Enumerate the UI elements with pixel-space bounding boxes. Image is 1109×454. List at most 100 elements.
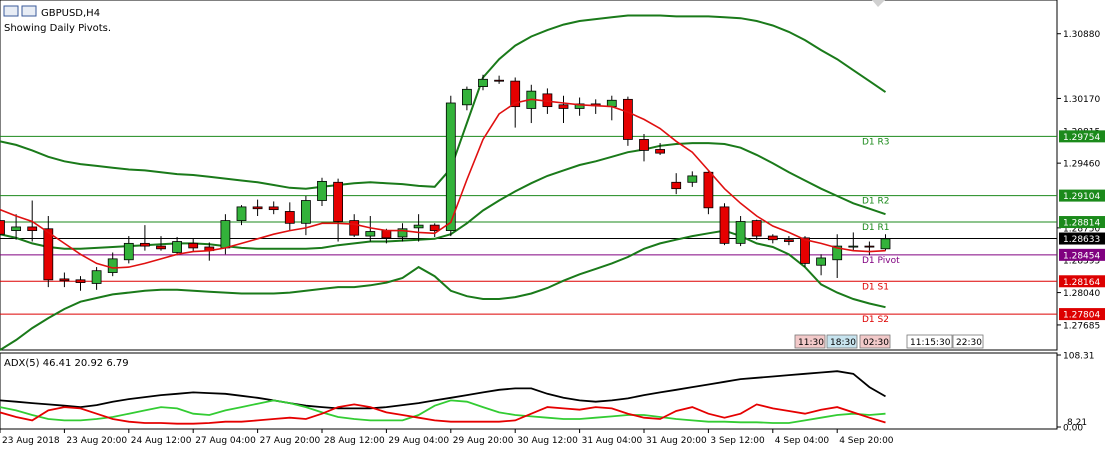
candle [687,171,698,187]
pivot-value-box [1059,189,1105,202]
candle-body [671,181,682,190]
adx-series-line [0,403,886,425]
candle [156,236,166,251]
candle [671,173,682,195]
candle-body [317,180,327,201]
price-tick-label: 1.27685 [1063,321,1100,331]
candle [91,267,102,290]
price-tick-label: 1.30880 [1063,30,1100,40]
candle-body [156,245,166,250]
session-box-label: 11:30 [798,338,824,348]
time-tick-label: 31 Aug 04:00 [582,436,643,446]
pivot-label: D1 R2 [862,197,890,207]
moving-average [0,98,886,269]
candle-body [494,79,505,82]
candle-body [139,242,150,247]
candle-body [767,235,778,241]
candle [349,214,360,237]
bollinger-upper-line [0,14,887,190]
candle [365,216,376,242]
candle-body [11,226,22,231]
time-tick-label: 3 Sep 12:00 [710,436,765,446]
pivot-value-label: 1.27804 [1063,311,1100,321]
pivot-value-box [1059,248,1105,261]
session-box-label: 02:30 [863,338,889,348]
session-box-label: 22:30 [956,338,982,348]
candle-body [107,258,118,273]
candle-body [333,181,344,222]
candle-body [784,239,794,242]
candle [59,272,70,288]
candle-body [574,103,585,109]
time-tick-label: 30 Aug 12:00 [517,436,578,446]
candle-body [655,149,665,154]
pivot-value-box [1059,275,1105,288]
time-tick-label: 28 Aug 12:00 [324,436,385,446]
candle-body [816,257,826,266]
candle [11,214,22,240]
candle-body [300,200,311,224]
time-tick-label: 31 Aug 20:00 [646,436,707,446]
window-icon [3,5,19,17]
candle-body [381,230,392,239]
pivot-value-box [1059,130,1105,143]
candles [0,74,891,291]
candle-body [639,139,649,151]
session-box [906,334,953,349]
time-tick-label: 29 Aug 20:00 [453,436,514,446]
candle [655,143,665,155]
triangle-marker-icon[interactable] [872,0,885,7]
candle-body [510,80,521,108]
candle-body [864,245,875,248]
candle-body [0,220,5,235]
candle-body [91,270,102,284]
adx-series-line [0,370,886,410]
time-tick-label: 23 Aug 20:00 [66,436,127,446]
price-tick-label: 1.29460 [1063,160,1100,170]
candle [478,74,488,91]
candle [252,199,263,217]
candle [494,75,505,84]
candle [816,254,826,276]
candle [75,276,86,291]
window-icon [21,5,37,17]
candle [139,225,150,251]
time-tick-label: 27 Aug 20:00 [260,436,321,446]
pivot-value-box [1059,308,1105,321]
adx-tick-label: 108.31 [1063,352,1095,362]
pivot-value-label: 1.29104 [1063,192,1100,202]
price-tick-label: 1.28750 [1063,224,1100,234]
candle-body [880,238,891,250]
candle [429,223,440,237]
session-box [952,334,984,349]
candle-body [188,242,199,249]
candle-body [413,224,424,229]
candle-body [751,220,762,237]
candle [558,95,569,124]
candle [317,177,327,206]
candle [0,209,5,242]
pivot-value-label: 1.28454 [1063,251,1100,261]
candle [703,171,714,215]
price-axis: 1.30880 1.30170 1.29460 1.28750 1.28040 1.276… [1057,30,1105,331]
candle [284,202,295,231]
session-box-label: 11:15:30 [910,338,951,348]
pivot-value-label: 1.28814 [1063,219,1100,229]
candle-body [27,226,38,231]
candle-body [461,88,472,106]
price-tick-label: 1.28395 [1063,257,1100,267]
candle [461,86,472,111]
time-tick-label: 4 Sep 20:00 [839,436,894,446]
candle [864,241,875,256]
candle-body [284,211,295,224]
price-tick-label: 1.28040 [1063,289,1100,299]
candle [767,234,778,244]
candle [123,236,134,264]
moving-average-line [0,98,886,269]
candle [43,216,54,288]
adx-lines [0,370,886,425]
candle [623,96,633,146]
adx-tick-label: 8.21 [1067,418,1087,428]
